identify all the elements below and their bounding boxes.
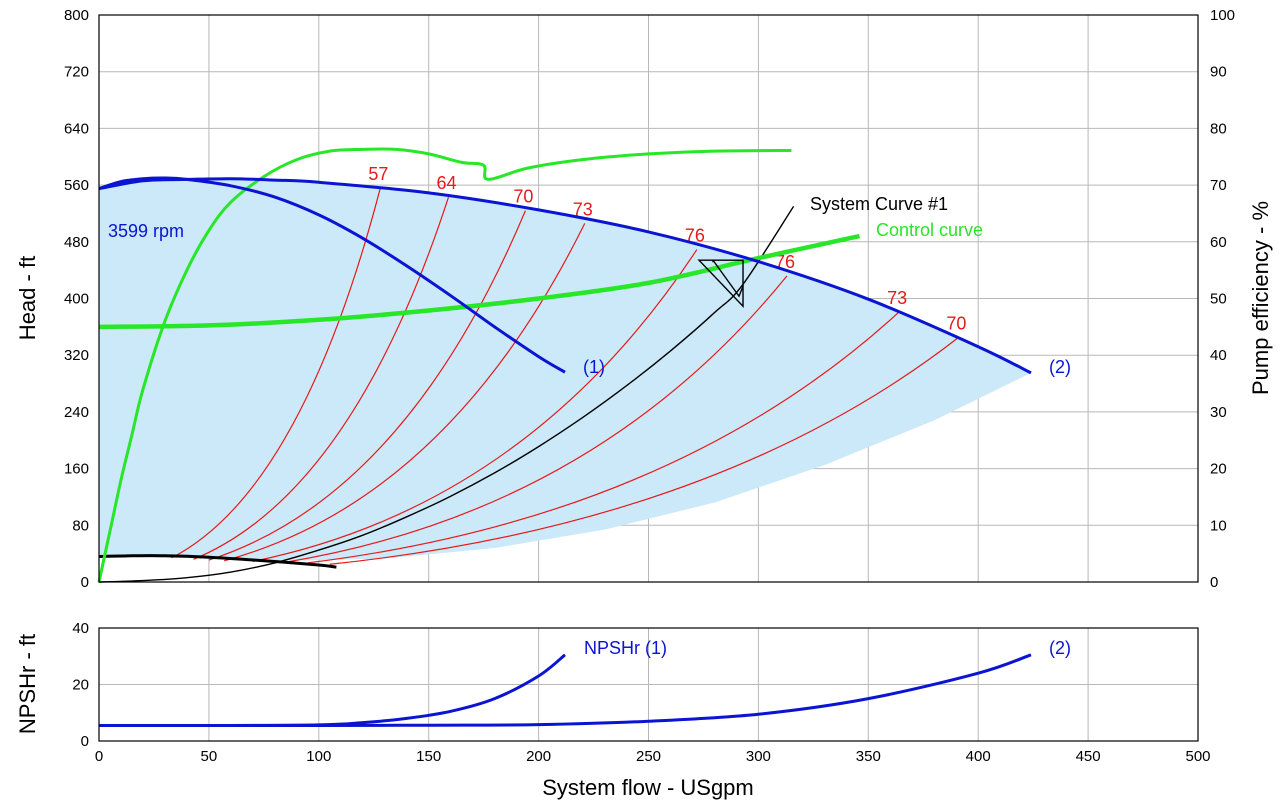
flow-tick-label: 100 [306,748,331,765]
efficiency-curve-line [97,147,792,583]
npshr-axis-title: NPSHr - ft [15,634,40,734]
head-tick-label: 640 [64,120,89,137]
flow-tick-label: 450 [1076,748,1101,765]
low-flow-reference-line [98,554,337,569]
head-tick-label: 400 [64,291,89,308]
head-tick-label: 720 [64,64,89,81]
efficiency-contour-line [285,275,788,563]
efficiency-tick-label: 10 [1210,517,1227,534]
efficiency-contour-line [329,337,959,565]
flow-axis-title: System flow - USgpm [542,775,754,800]
efficiency-tick-label: 70 [1210,177,1227,194]
flow-tick-label: 200 [526,748,551,765]
efficiency-contour-line [171,187,381,559]
operating-point-marker [697,259,744,308]
head-tick-label: 160 [64,461,89,478]
efficiency-contour-label: 64 [436,173,456,193]
flow-tick-label: 0 [95,748,103,765]
control-curve-line [98,233,860,330]
npshr-tick-label: 0 [81,733,89,750]
main-tick-labels: 0 80 160 240 320 400 480 560 640 720 800 0 10 20 30 40 5… [64,7,1235,591]
efficiency-tick-label: 100 [1210,7,1235,24]
flow-tick-label: 500 [1185,748,1210,765]
operating-point-marker-detail [712,259,744,298]
efficiency-contour-label: 76 [685,226,705,246]
efficiency-tick-label: 0 [1210,574,1218,591]
control-curve-label: Control curve [876,220,983,240]
curve2-label: (2) [1049,357,1071,377]
flow-tick-label: 150 [416,748,441,765]
efficiency-tick-label: 20 [1210,461,1227,478]
efficiency-contour-line [307,311,900,564]
flow-tick-label: 400 [966,748,991,765]
npshr-plot-frame [98,627,1199,742]
efficiency-contour-label: 70 [946,313,966,333]
head-tick-label: 800 [64,7,89,24]
efficiency-tick-label: 50 [1210,291,1227,308]
pump-curve-2-line [98,177,1032,375]
efficiency-contour-label: 73 [573,199,593,219]
flow-tick-label: 250 [636,748,661,765]
npshr-curve-1-line [98,653,566,728]
main-plot-frame [98,14,1199,583]
efficiency-tick-label: 60 [1210,234,1227,251]
system-curve-line [98,206,795,583]
head-tick-label: 560 [64,177,89,194]
head-tick-label: 0 [81,574,89,591]
efficiency-contour-label: 73 [887,288,907,308]
efficiency-tick-label: 90 [1210,64,1227,81]
head-tick-label: 480 [64,234,89,251]
efficiency-tick-label: 80 [1210,120,1227,137]
flow-tick-label: 350 [856,748,881,765]
npshr-tick-label: 20 [72,677,89,694]
npshr-curve-2-line [99,653,1032,728]
efficiency-tick-label: 30 [1210,404,1227,421]
efficiency-tick-label: 40 [1210,347,1227,364]
efficiency-axis-title: Pump efficiency - % [1248,201,1273,395]
head-tick-label: 240 [64,404,89,421]
npshr2-label: (2) [1049,638,1071,658]
npshr-series [98,653,1032,728]
npshr1-label: NPSHr (1) [584,638,667,658]
efficiency-contour-label: 70 [513,187,533,207]
head-tick-label: 320 [64,347,89,364]
system-curve-label: System Curve #1 [810,194,948,214]
efficiency-contour-line [208,210,526,561]
pump-curve-1-line [98,176,566,374]
flow-tick-label: 50 [201,748,218,765]
head-axis-title: Head - ft [15,256,40,340]
efficiency-contour-label: 57 [368,164,388,184]
efficiency-contour-line [252,249,698,563]
npshr-tick-label: 40 [72,620,89,637]
flow-tick-label: 300 [746,748,771,765]
head-tick-label: 80 [72,517,89,534]
speed-label: 3599 rpm [108,221,184,241]
curve1-label: (1) [583,357,605,377]
